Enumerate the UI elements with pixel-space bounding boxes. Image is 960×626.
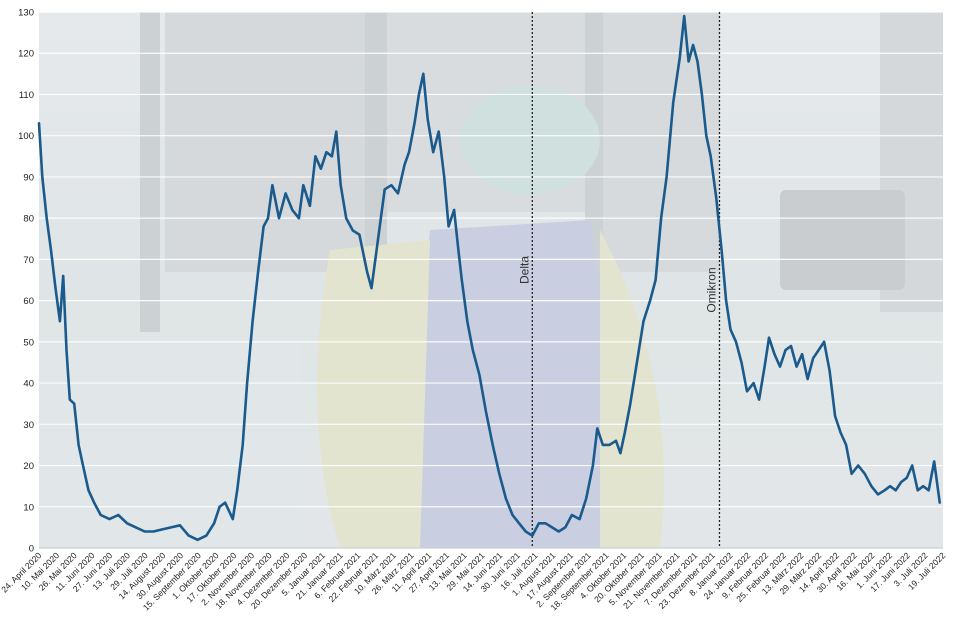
y-tick-label: 30: [23, 420, 34, 431]
y-axis-ticks: 0 10 20 30 40 50 60 70 80 90 100 110 120 130: [18, 8, 34, 555]
y-tick-label: 130: [18, 8, 34, 19]
y-tick-label: 100: [18, 131, 34, 142]
variant-annotations: Delta Omikron: [517, 12, 721, 548]
y-tick-label: 60: [23, 296, 34, 307]
y-tick-label: 20: [23, 461, 34, 472]
y-tick-label: 110: [19, 90, 34, 101]
hospital-photo-background: [39, 12, 943, 548]
series-line: [37, 14, 941, 542]
annotation-label: Omikron: [704, 267, 718, 312]
y-tick-label: 10: [23, 502, 34, 513]
y-tick-label: 40: [23, 379, 34, 390]
y-gridlines: [39, 11, 943, 549]
series-layer: [37, 14, 941, 542]
y-tick-label: 90: [23, 172, 34, 183]
y-tick-label: 0: [29, 544, 34, 555]
annotation-label: Delta: [517, 256, 531, 284]
y-tick-label: 80: [23, 214, 34, 225]
y-tick-label: 70: [23, 255, 34, 266]
y-tick-label: 50: [23, 337, 34, 348]
y-tick-label: 120: [18, 49, 34, 60]
